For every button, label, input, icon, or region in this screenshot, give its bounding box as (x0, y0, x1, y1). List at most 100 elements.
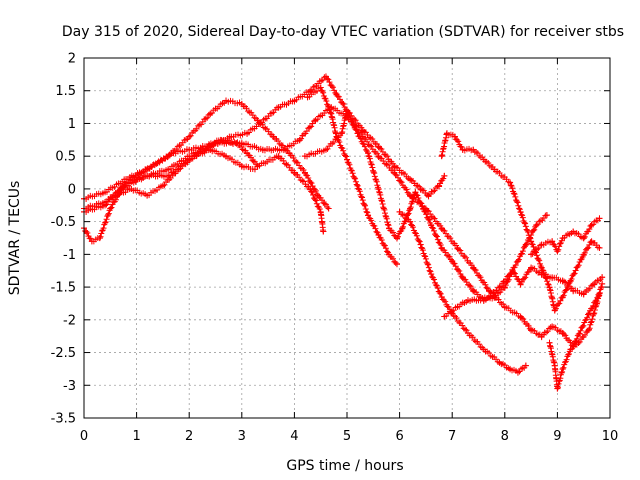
data-point (538, 333, 545, 340)
data-point (533, 221, 540, 228)
data-point (486, 293, 493, 300)
x-tick-label: 3 (238, 429, 246, 444)
data-point (517, 208, 524, 215)
data-point (549, 274, 556, 281)
data-point (528, 251, 535, 258)
data-point (438, 153, 445, 160)
data-point (365, 212, 372, 219)
y-tick-label: -3.5 (51, 412, 76, 427)
data-point (296, 136, 303, 143)
data-point (244, 149, 251, 156)
data-point (443, 130, 450, 137)
data-point (112, 192, 119, 199)
data-point (354, 182, 361, 189)
data-point (333, 133, 340, 140)
data-point (375, 185, 382, 192)
series-markers (304, 84, 400, 268)
data-point (102, 189, 109, 196)
data-series (81, 73, 606, 392)
series-markers (112, 146, 258, 199)
data-point (301, 153, 308, 160)
data-point (470, 264, 477, 271)
data-point (96, 235, 103, 241)
data-point (459, 146, 466, 153)
data-point (454, 303, 461, 310)
data-point (291, 97, 298, 104)
data-point (207, 146, 214, 153)
data-point (238, 163, 245, 169)
data-point (328, 110, 335, 117)
series-track-9 (438, 130, 603, 314)
data-point (528, 238, 535, 245)
data-point (585, 326, 592, 333)
data-point (138, 169, 145, 176)
data-point (441, 313, 448, 320)
data-point (386, 225, 393, 232)
data-point (459, 274, 466, 281)
data-point (470, 287, 477, 294)
series-track-7 (304, 84, 400, 268)
data-point (588, 221, 595, 228)
y-tick-label: -2.5 (51, 346, 76, 361)
data-point (301, 169, 308, 176)
data-point (570, 287, 577, 294)
data-point (522, 362, 529, 369)
data-point (333, 91, 340, 97)
data-point (580, 235, 587, 241)
data-point (507, 179, 514, 186)
data-point (399, 225, 406, 232)
data-point (407, 205, 414, 212)
data-point (596, 215, 603, 222)
data-point (354, 130, 361, 137)
data-point (320, 228, 327, 235)
data-point (317, 208, 324, 215)
data-point (449, 257, 456, 264)
data-point (436, 182, 443, 189)
data-point (480, 156, 487, 163)
data-point (407, 218, 414, 225)
x-axis-ticks: 0 1 2 3 4 5 6 7 8 9 10 (80, 58, 618, 444)
x-tick-label: 9 (553, 429, 561, 444)
data-point (386, 251, 393, 258)
x-tick-label: 5 (343, 429, 351, 444)
series-track-2 (81, 104, 603, 350)
data-point (251, 166, 258, 173)
y-tick-label: 0.5 (55, 150, 76, 165)
data-point (407, 176, 414, 183)
data-point (559, 329, 566, 336)
data-point (275, 153, 282, 160)
data-point (325, 205, 332, 212)
data-point (417, 241, 424, 248)
data-point (244, 130, 251, 137)
data-point (270, 133, 277, 140)
data-point (425, 192, 432, 199)
data-point (307, 185, 314, 192)
chart-title: Day 315 of 2020, Sidereal Day-to-day VTE… (62, 24, 624, 40)
data-point (154, 159, 161, 166)
series-track-12 (546, 280, 606, 392)
data-point (559, 365, 566, 372)
data-point (257, 120, 264, 127)
data-point (454, 244, 461, 251)
data-point (517, 280, 524, 287)
data-point (546, 284, 553, 291)
data-point (501, 303, 508, 310)
data-point (233, 140, 240, 147)
data-point (186, 133, 193, 140)
y-tick-label: -1 (63, 248, 76, 263)
data-point (254, 117, 261, 124)
data-point (546, 339, 553, 346)
data-point (375, 153, 382, 160)
data-point (128, 185, 135, 192)
data-point (375, 231, 382, 238)
data-point (580, 290, 587, 297)
data-point (275, 104, 282, 111)
y-tick-label: -3 (63, 379, 76, 394)
series-track-8 (396, 208, 529, 376)
series-track-11 (528, 215, 603, 258)
x-axis-label: GPS time / hours (286, 458, 403, 474)
data-point (359, 127, 366, 133)
data-point (159, 182, 166, 189)
data-point (551, 362, 558, 369)
